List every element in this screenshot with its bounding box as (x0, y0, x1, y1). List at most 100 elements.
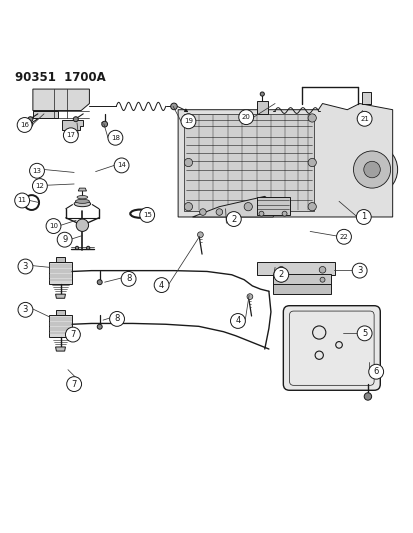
Circle shape (230, 313, 245, 328)
Text: 8: 8 (114, 314, 119, 324)
Circle shape (121, 271, 136, 286)
Text: 8: 8 (126, 274, 131, 284)
Text: 18: 18 (111, 135, 120, 141)
Circle shape (281, 211, 286, 216)
Circle shape (319, 277, 324, 282)
Polygon shape (192, 196, 276, 217)
Circle shape (28, 122, 33, 127)
Text: 6: 6 (373, 367, 378, 376)
Circle shape (307, 158, 316, 167)
Circle shape (368, 364, 383, 379)
Circle shape (75, 246, 78, 249)
Polygon shape (184, 114, 313, 211)
Circle shape (353, 151, 390, 188)
Polygon shape (256, 262, 334, 274)
Text: 21: 21 (359, 116, 368, 122)
Text: 2: 2 (278, 270, 283, 279)
Circle shape (184, 203, 192, 211)
Polygon shape (55, 310, 65, 315)
Polygon shape (272, 274, 330, 285)
Polygon shape (78, 188, 86, 191)
Text: 5: 5 (361, 329, 366, 338)
Circle shape (238, 110, 253, 125)
Circle shape (199, 209, 206, 215)
Circle shape (108, 131, 123, 145)
Circle shape (197, 232, 203, 238)
Text: 22: 22 (339, 234, 347, 240)
Circle shape (109, 311, 124, 326)
Text: 90351  1700A: 90351 1700A (15, 70, 106, 84)
Circle shape (184, 114, 192, 122)
Circle shape (97, 280, 102, 285)
Text: 15: 15 (142, 212, 151, 218)
Polygon shape (33, 110, 58, 118)
Circle shape (277, 266, 284, 273)
Circle shape (307, 203, 316, 211)
Circle shape (356, 326, 371, 341)
Bar (256, 101, 268, 114)
Circle shape (307, 114, 316, 122)
Circle shape (356, 111, 371, 126)
Circle shape (226, 212, 241, 227)
Circle shape (216, 209, 222, 215)
Circle shape (63, 128, 78, 143)
Text: 13: 13 (33, 168, 41, 174)
Text: 1: 1 (360, 213, 366, 222)
Text: 7: 7 (71, 379, 77, 389)
Text: 11: 11 (18, 198, 26, 204)
Text: 2: 2 (230, 215, 236, 223)
Circle shape (76, 219, 88, 231)
Circle shape (18, 259, 33, 274)
Circle shape (260, 92, 264, 96)
Text: 3: 3 (23, 305, 28, 314)
Circle shape (102, 122, 107, 127)
Polygon shape (49, 315, 72, 337)
Circle shape (97, 324, 102, 329)
Text: 14: 14 (117, 163, 126, 168)
Text: 16: 16 (20, 122, 29, 128)
Text: 7: 7 (70, 330, 76, 339)
Circle shape (114, 158, 129, 173)
Circle shape (346, 144, 396, 195)
Text: 10: 10 (49, 223, 58, 229)
Circle shape (73, 117, 78, 122)
Circle shape (244, 114, 252, 122)
Circle shape (170, 103, 177, 110)
Circle shape (180, 114, 195, 128)
Circle shape (259, 211, 263, 216)
Circle shape (15, 193, 29, 208)
Circle shape (29, 163, 44, 178)
Circle shape (278, 277, 283, 282)
Polygon shape (256, 197, 289, 215)
Circle shape (46, 219, 61, 233)
Text: 17: 17 (66, 132, 75, 138)
Circle shape (336, 229, 351, 244)
Polygon shape (272, 284, 330, 294)
Text: 19: 19 (183, 118, 192, 124)
Circle shape (17, 118, 32, 132)
Ellipse shape (75, 199, 89, 204)
Circle shape (273, 268, 288, 282)
Circle shape (244, 203, 252, 211)
Polygon shape (62, 120, 83, 131)
FancyBboxPatch shape (282, 306, 380, 390)
Polygon shape (49, 262, 72, 284)
Polygon shape (55, 347, 65, 351)
Text: 3: 3 (356, 266, 361, 275)
Ellipse shape (74, 201, 90, 207)
Circle shape (65, 327, 80, 342)
Ellipse shape (77, 196, 88, 199)
Circle shape (18, 302, 33, 317)
Circle shape (363, 393, 371, 400)
Polygon shape (33, 89, 89, 110)
Text: 4: 4 (235, 317, 240, 326)
Circle shape (154, 278, 169, 293)
Circle shape (356, 209, 370, 224)
Circle shape (32, 179, 47, 193)
Circle shape (318, 266, 325, 273)
Text: 9: 9 (62, 235, 67, 244)
Polygon shape (178, 103, 392, 217)
Circle shape (66, 377, 81, 392)
Polygon shape (55, 294, 65, 298)
Circle shape (28, 117, 33, 122)
